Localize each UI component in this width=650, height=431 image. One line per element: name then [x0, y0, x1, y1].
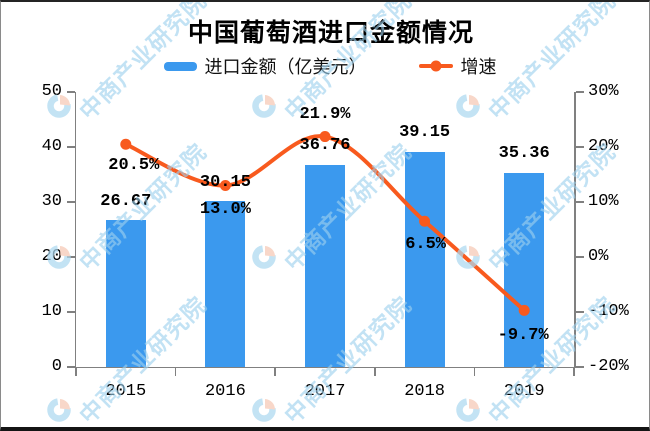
bar-series-swatch-icon [163, 61, 197, 71]
y-axis-left-tick [66, 146, 75, 148]
x-axis-tick [374, 368, 376, 376]
bar-value-label-2019: 35.36 [498, 144, 550, 164]
y-axis-left-label: 50 [41, 82, 62, 101]
y-axis-right-label: 20% [588, 137, 619, 156]
bar-value-label-2016: 30.15 [199, 172, 251, 192]
y-axis-left-tick [66, 311, 75, 313]
growth-point-2016[interactable] [219, 180, 231, 191]
y-axis-left-tick [66, 201, 75, 203]
y-axis-left-tick [66, 91, 75, 93]
y-axis-left-label: 0 [51, 357, 62, 376]
y-axis-left-line [74, 92, 76, 367]
x-axis-tick [274, 368, 276, 376]
x-axis-tick [573, 368, 575, 376]
y-axis-left-label: 40 [41, 137, 62, 156]
y-axis-right-tick [575, 256, 584, 258]
x-axis-label-2019: 2019 [503, 382, 545, 401]
y-axis-left-label: 30 [41, 192, 62, 211]
y-axis-left-tick [66, 366, 75, 368]
y-axis-left-tick [66, 256, 75, 258]
legend-item-growth-rate[interactable]: 增速 [418, 53, 497, 79]
bar-value-label-2017: 36.76 [299, 136, 351, 156]
growth-value-label-2018: 6.5% [405, 235, 446, 255]
bar-2015[interactable] [105, 220, 146, 367]
bar-value-label-2018: 39.15 [399, 123, 451, 143]
legend-label-import-amount: 进口金额（亿美元） [204, 57, 367, 77]
x-axis-tick [473, 368, 476, 376]
growth-value-label-2017: 21.9% [299, 104, 351, 124]
bar-2016[interactable] [205, 201, 246, 367]
x-axis-label-2015: 2015 [105, 382, 147, 401]
y-axis-right-label: -20% [588, 357, 629, 376]
y-axis-right-label: -10% [588, 302, 629, 321]
y-axis-right-tick [575, 201, 584, 203]
line-series-dot-icon [430, 60, 441, 72]
legend: 进口金额（亿美元） 增速 [11, 53, 649, 79]
y-axis-right-tick [575, 311, 584, 313]
legend-item-import-amount[interactable]: 进口金额（亿美元） [163, 53, 367, 79]
x-axis-line [74, 366, 576, 368]
growth-point-2019[interactable] [518, 304, 530, 316]
growth-point-2017[interactable] [319, 131, 331, 143]
y-axis-right-label: 30% [588, 82, 619, 101]
growth-point-2015[interactable] [120, 138, 132, 150]
x-axis-tick [75, 368, 77, 376]
bar-value-label-2015: 26.67 [100, 191, 152, 211]
x-axis-tick [174, 368, 177, 376]
y-axis-left-label: 10 [41, 302, 62, 321]
growth-value-label-2016: 13.0% [199, 199, 251, 219]
growth-value-label-2015: 20.5% [108, 156, 160, 176]
bar-2017[interactable] [305, 164, 345, 367]
x-axis-label-2017: 2017 [304, 382, 346, 401]
y-axis-right-line [574, 92, 576, 367]
y-axis-right-tick [575, 366, 584, 368]
bar-2018[interactable] [404, 151, 445, 367]
chart-title: 中国葡萄酒进口金额情况 [187, 20, 474, 47]
growth-value-label-2019: -9.7% [497, 326, 549, 346]
y-axis-right-tick [575, 146, 584, 148]
y-axis-left-label: 20 [41, 247, 62, 266]
y-axis-right-label: 0% [588, 247, 609, 266]
line-series-marker-icon [418, 60, 453, 72]
x-axis-label-2018: 2018 [404, 382, 445, 401]
x-axis-label-2016: 2016 [204, 382, 246, 401]
growth-point-2018[interactable] [419, 215, 431, 227]
y-axis-right-tick [575, 91, 584, 93]
y-axis-right-label: 10% [588, 192, 619, 211]
legend-label-growth-rate: 增速 [460, 57, 497, 77]
